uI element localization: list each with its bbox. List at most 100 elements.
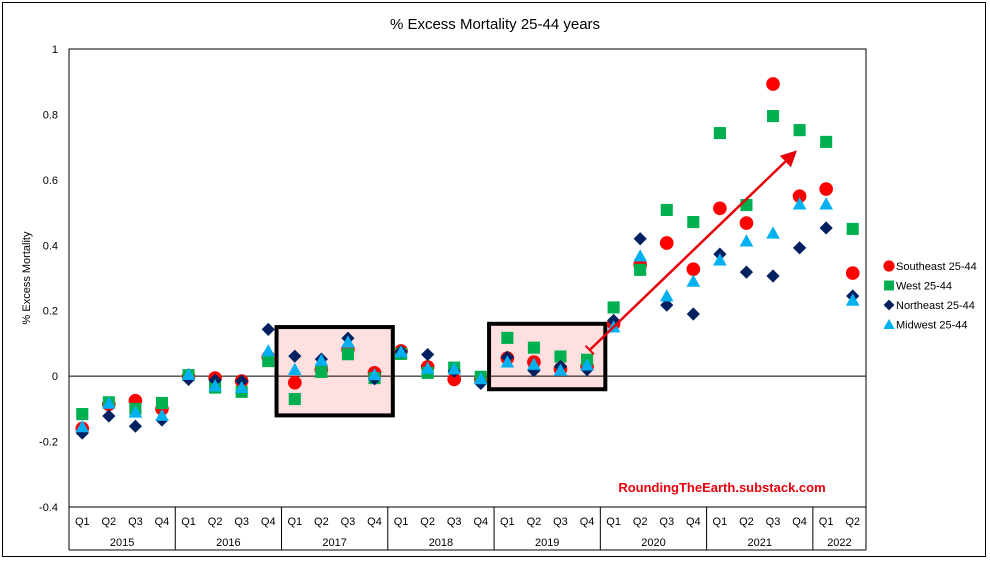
data-point — [792, 197, 807, 210]
data-point — [633, 249, 648, 262]
x-tick-label: Q4 — [686, 516, 701, 528]
x-tick-label: Q3 — [128, 516, 143, 528]
x-tick-label: Q2 — [845, 516, 860, 528]
y-tick-label: -0.4 — [39, 502, 58, 514]
data-point — [288, 392, 301, 406]
legend-label: Northeast 25-44 — [896, 300, 975, 312]
data-point — [659, 236, 674, 250]
data-point — [288, 349, 302, 363]
data-point — [181, 367, 196, 380]
arrow-shaft — [588, 160, 787, 351]
data-point — [792, 189, 807, 204]
y-tick-label: 0.6 — [43, 175, 58, 187]
arrow-tail — [584, 344, 595, 355]
data-point — [76, 408, 89, 421]
data-point — [367, 368, 382, 381]
y-tick-label: 0.8 — [43, 109, 58, 121]
year-label: 2017 — [322, 537, 346, 549]
data-point — [766, 269, 780, 283]
year-label: 2020 — [641, 537, 665, 549]
series-west-25-44 — [76, 110, 859, 421]
data-point — [766, 226, 780, 239]
data-point — [128, 419, 143, 433]
data-point — [261, 344, 276, 357]
data-point — [500, 355, 515, 368]
x-tick-label: Q3 — [447, 516, 462, 528]
x-tick-label: Q1 — [819, 516, 834, 528]
data-point — [820, 135, 833, 148]
data-point — [819, 197, 833, 210]
data-point — [553, 363, 568, 376]
data-point — [102, 409, 116, 423]
x-tick-label: Q4 — [792, 516, 807, 528]
y-tick-label: 0.4 — [43, 240, 58, 252]
year-label: 2015 — [110, 537, 134, 549]
data-point — [845, 293, 860, 306]
data-point — [686, 274, 701, 287]
data-point — [262, 355, 275, 368]
x-axis: Q1 Q2 Q3 Q4 Q1 Q2 Q3 Q4 Q1 Q2 Q3 Q4 Q1 Q2 Q3 Q4 Q1 Q2 Q3 Q4… — [68, 507, 867, 551]
data-point — [75, 420, 90, 433]
x-tick-label: Q3 — [234, 516, 249, 528]
trend-arrow — [584, 150, 797, 355]
x-tick-label: Q1 — [287, 516, 302, 528]
data-point — [739, 216, 754, 230]
data-points — [75, 77, 860, 440]
data-point — [315, 365, 328, 378]
x-tick-label: Q2 — [739, 516, 754, 528]
data-point — [155, 396, 169, 410]
data-point — [554, 350, 567, 363]
legend: Southeast 25-44 West 25-44 Northeast 25-44… — [883, 260, 977, 332]
x-tick-label: Q1 — [75, 516, 90, 528]
data-point — [659, 289, 674, 302]
data-point — [766, 110, 780, 123]
data-point — [660, 298, 674, 312]
data-point — [634, 263, 647, 276]
legend-label: Southeast 25-44 — [896, 261, 977, 273]
data-point — [447, 372, 462, 387]
data-point — [234, 380, 249, 394]
data-point — [527, 341, 540, 354]
x-tick-label: Q2 — [208, 516, 223, 528]
y-tick-label: -0.2 — [39, 437, 58, 449]
year-label: 2022 — [827, 537, 851, 549]
data-point — [102, 396, 116, 409]
data-point — [846, 222, 859, 235]
data-point — [687, 216, 700, 229]
data-point — [527, 357, 541, 370]
legend-item: Northeast 25-44 — [883, 299, 975, 312]
data-point — [394, 345, 408, 358]
x-tick-label: Q3 — [553, 516, 568, 528]
legend-marker-triangle-icon — [883, 318, 895, 329]
data-point — [607, 301, 620, 314]
legend-item: West 25-44 — [884, 281, 952, 293]
legend-label: West 25-44 — [896, 281, 952, 293]
y-tick-label: 0 — [52, 371, 58, 383]
data-point — [819, 182, 833, 196]
legend-item: Midwest 25-44 — [883, 318, 968, 332]
chart-title: % Excess Mortality 25-44 years — [390, 16, 600, 33]
year-label: 2021 — [747, 537, 771, 549]
x-tick-label: Q2 — [633, 516, 648, 528]
data-point — [447, 362, 462, 375]
x-tick-label: Q1 — [606, 516, 621, 528]
x-tick-label: Q4 — [473, 516, 488, 528]
data-point — [155, 408, 169, 421]
data-point — [819, 221, 833, 235]
data-point — [287, 362, 302, 376]
data-point — [792, 241, 807, 255]
data-point — [793, 124, 806, 137]
data-point — [501, 331, 514, 344]
x-tick-label: Q2 — [314, 516, 329, 528]
y-tick-label: 0.2 — [43, 306, 58, 318]
x-tick-label: Q4 — [155, 516, 170, 528]
data-point — [420, 361, 435, 374]
year-label: 2016 — [216, 537, 240, 549]
data-point — [421, 347, 435, 362]
x-tick-label: Q2 — [527, 516, 542, 528]
x-tick-label: Q1 — [394, 516, 409, 528]
legend-label: Midwest 25-44 — [896, 320, 968, 332]
series-midwest-25-44 — [75, 197, 860, 433]
